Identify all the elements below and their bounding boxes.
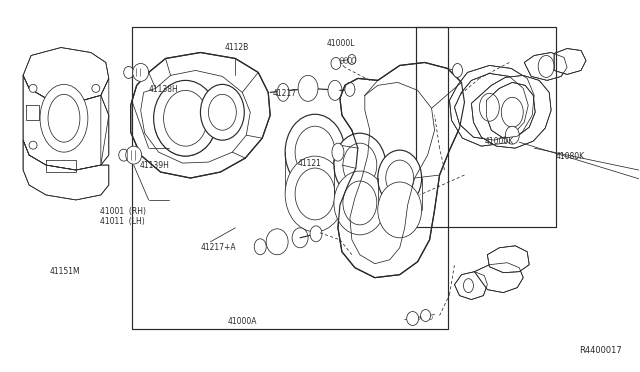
Ellipse shape bbox=[125, 146, 141, 164]
Ellipse shape bbox=[29, 84, 37, 92]
Ellipse shape bbox=[200, 84, 244, 140]
Polygon shape bbox=[554, 48, 586, 74]
Ellipse shape bbox=[334, 133, 386, 197]
Ellipse shape bbox=[345, 82, 355, 96]
Ellipse shape bbox=[332, 143, 344, 161]
Polygon shape bbox=[454, 272, 488, 299]
Ellipse shape bbox=[452, 64, 463, 77]
Text: 41001  (RH): 41001 (RH) bbox=[100, 208, 146, 217]
Ellipse shape bbox=[254, 239, 266, 255]
Polygon shape bbox=[23, 140, 109, 200]
Ellipse shape bbox=[501, 97, 524, 127]
Ellipse shape bbox=[310, 226, 322, 242]
Text: 41217: 41217 bbox=[273, 89, 297, 98]
Ellipse shape bbox=[119, 149, 129, 161]
Ellipse shape bbox=[378, 182, 422, 238]
Polygon shape bbox=[486, 82, 535, 138]
Ellipse shape bbox=[479, 93, 499, 121]
Text: 41011  (LH): 41011 (LH) bbox=[100, 217, 145, 226]
Text: 41217+A: 41217+A bbox=[200, 243, 236, 251]
Ellipse shape bbox=[348, 54, 356, 64]
Ellipse shape bbox=[40, 84, 88, 152]
Text: 41000L: 41000L bbox=[326, 39, 355, 48]
Text: 4112B: 4112B bbox=[225, 42, 249, 51]
Ellipse shape bbox=[538, 55, 554, 77]
Ellipse shape bbox=[277, 83, 289, 101]
Ellipse shape bbox=[132, 64, 148, 81]
Polygon shape bbox=[449, 65, 534, 146]
Ellipse shape bbox=[506, 126, 519, 144]
Ellipse shape bbox=[29, 141, 37, 149]
Ellipse shape bbox=[164, 90, 207, 146]
Polygon shape bbox=[23, 48, 109, 102]
Ellipse shape bbox=[420, 310, 431, 321]
Polygon shape bbox=[23, 76, 109, 170]
Text: 41000A: 41000A bbox=[228, 317, 257, 326]
Polygon shape bbox=[338, 62, 465, 278]
Text: 41080K: 41080K bbox=[556, 152, 585, 161]
Text: 41121: 41121 bbox=[298, 159, 321, 168]
Ellipse shape bbox=[285, 156, 345, 232]
Ellipse shape bbox=[331, 58, 341, 70]
Ellipse shape bbox=[292, 228, 308, 248]
Ellipse shape bbox=[92, 84, 100, 92]
Polygon shape bbox=[131, 52, 270, 178]
Ellipse shape bbox=[406, 311, 419, 326]
Ellipse shape bbox=[328, 80, 342, 100]
Ellipse shape bbox=[124, 67, 134, 78]
Ellipse shape bbox=[154, 80, 218, 156]
Polygon shape bbox=[488, 246, 529, 273]
Text: 41000K: 41000K bbox=[484, 137, 514, 146]
Ellipse shape bbox=[285, 114, 345, 190]
Text: R4400017: R4400017 bbox=[579, 346, 622, 355]
Ellipse shape bbox=[334, 171, 386, 235]
Polygon shape bbox=[474, 263, 524, 293]
Ellipse shape bbox=[463, 279, 474, 293]
Polygon shape bbox=[454, 73, 528, 140]
Ellipse shape bbox=[298, 76, 318, 101]
Ellipse shape bbox=[378, 150, 422, 206]
Text: 41138H: 41138H bbox=[149, 85, 179, 94]
Ellipse shape bbox=[266, 229, 288, 255]
Ellipse shape bbox=[209, 94, 236, 130]
Polygon shape bbox=[524, 52, 567, 80]
Text: 41151M: 41151M bbox=[50, 267, 80, 276]
Text: 41139H: 41139H bbox=[140, 161, 169, 170]
Polygon shape bbox=[472, 76, 551, 148]
